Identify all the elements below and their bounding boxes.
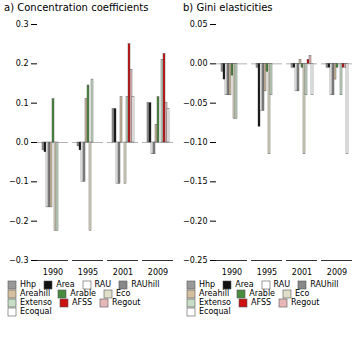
html-text:Eco: Eco [116, 289, 131, 298]
html-text:Areahill: Areahill [199, 289, 230, 298]
html-text:Hhp: Hhp [199, 280, 216, 289]
svg-text:−0.10: −0.10 [183, 138, 208, 147]
svg-text:2001: 2001 [113, 268, 133, 277]
html-text:RAUhill: RAUhill [310, 280, 339, 289]
svg-text:−0.20: −0.20 [183, 217, 208, 226]
html-text:Regout: Regout [291, 298, 320, 307]
html-text:Ecoqual: Ecoqual [20, 307, 52, 316]
svg-text:−0.1: −0.1 [9, 177, 28, 186]
html-text:RAU: RAU [273, 280, 291, 289]
svg-text:−0.2: −0.2 [9, 217, 28, 226]
html-text:Eco: Eco [295, 289, 310, 298]
html-text:Arable: Arable [249, 289, 275, 298]
html-text:AFSS: AFSS [72, 298, 93, 307]
svg-text:−0.05: −0.05 [183, 99, 208, 108]
html-text:Extenso: Extenso [20, 298, 52, 307]
html-text:RAUhill: RAUhill [131, 280, 160, 289]
svg-text:0.1: 0.1 [16, 99, 29, 108]
svg-text:0.0: 0.0 [16, 138, 29, 147]
svg-text:1990: 1990 [43, 268, 63, 277]
svg-text:1990: 1990 [222, 268, 242, 277]
svg-text:0.3: 0.3 [16, 20, 29, 29]
html-text:b) Gini elasticities: b) Gini elasticities [183, 2, 273, 13]
svg-text:0.00: 0.00 [190, 59, 208, 68]
html-text:Regout: Regout [112, 298, 141, 307]
svg-text:0.05: 0.05 [190, 20, 208, 29]
svg-text:0.2: 0.2 [16, 59, 29, 68]
html-text:Area: Area [235, 280, 254, 289]
svg-text:2009: 2009 [327, 268, 347, 277]
svg-text:2009: 2009 [148, 268, 168, 277]
html-text:AFSS: AFSS [251, 298, 272, 307]
html-text:Extenso: Extenso [199, 298, 231, 307]
svg-text:−0.15: −0.15 [183, 177, 208, 186]
html-text:Hhp: Hhp [20, 280, 37, 289]
svg-text:1995: 1995 [257, 268, 277, 277]
html-text:Ecoqual: Ecoqual [199, 307, 231, 316]
svg-text:−0.25: −0.25 [183, 256, 208, 265]
html-text:Area: Area [56, 280, 75, 289]
html-text:Arable: Arable [70, 289, 96, 298]
svg-text:−0.3: −0.3 [9, 256, 28, 265]
html-text:a) Concentration coefficients: a) Concentration coefficients [4, 2, 149, 13]
svg-text:2001: 2001 [292, 268, 312, 277]
html-text:RAU: RAU [94, 280, 112, 289]
svg-text:1995: 1995 [78, 268, 98, 277]
html-text:Areahill: Areahill [20, 289, 51, 298]
